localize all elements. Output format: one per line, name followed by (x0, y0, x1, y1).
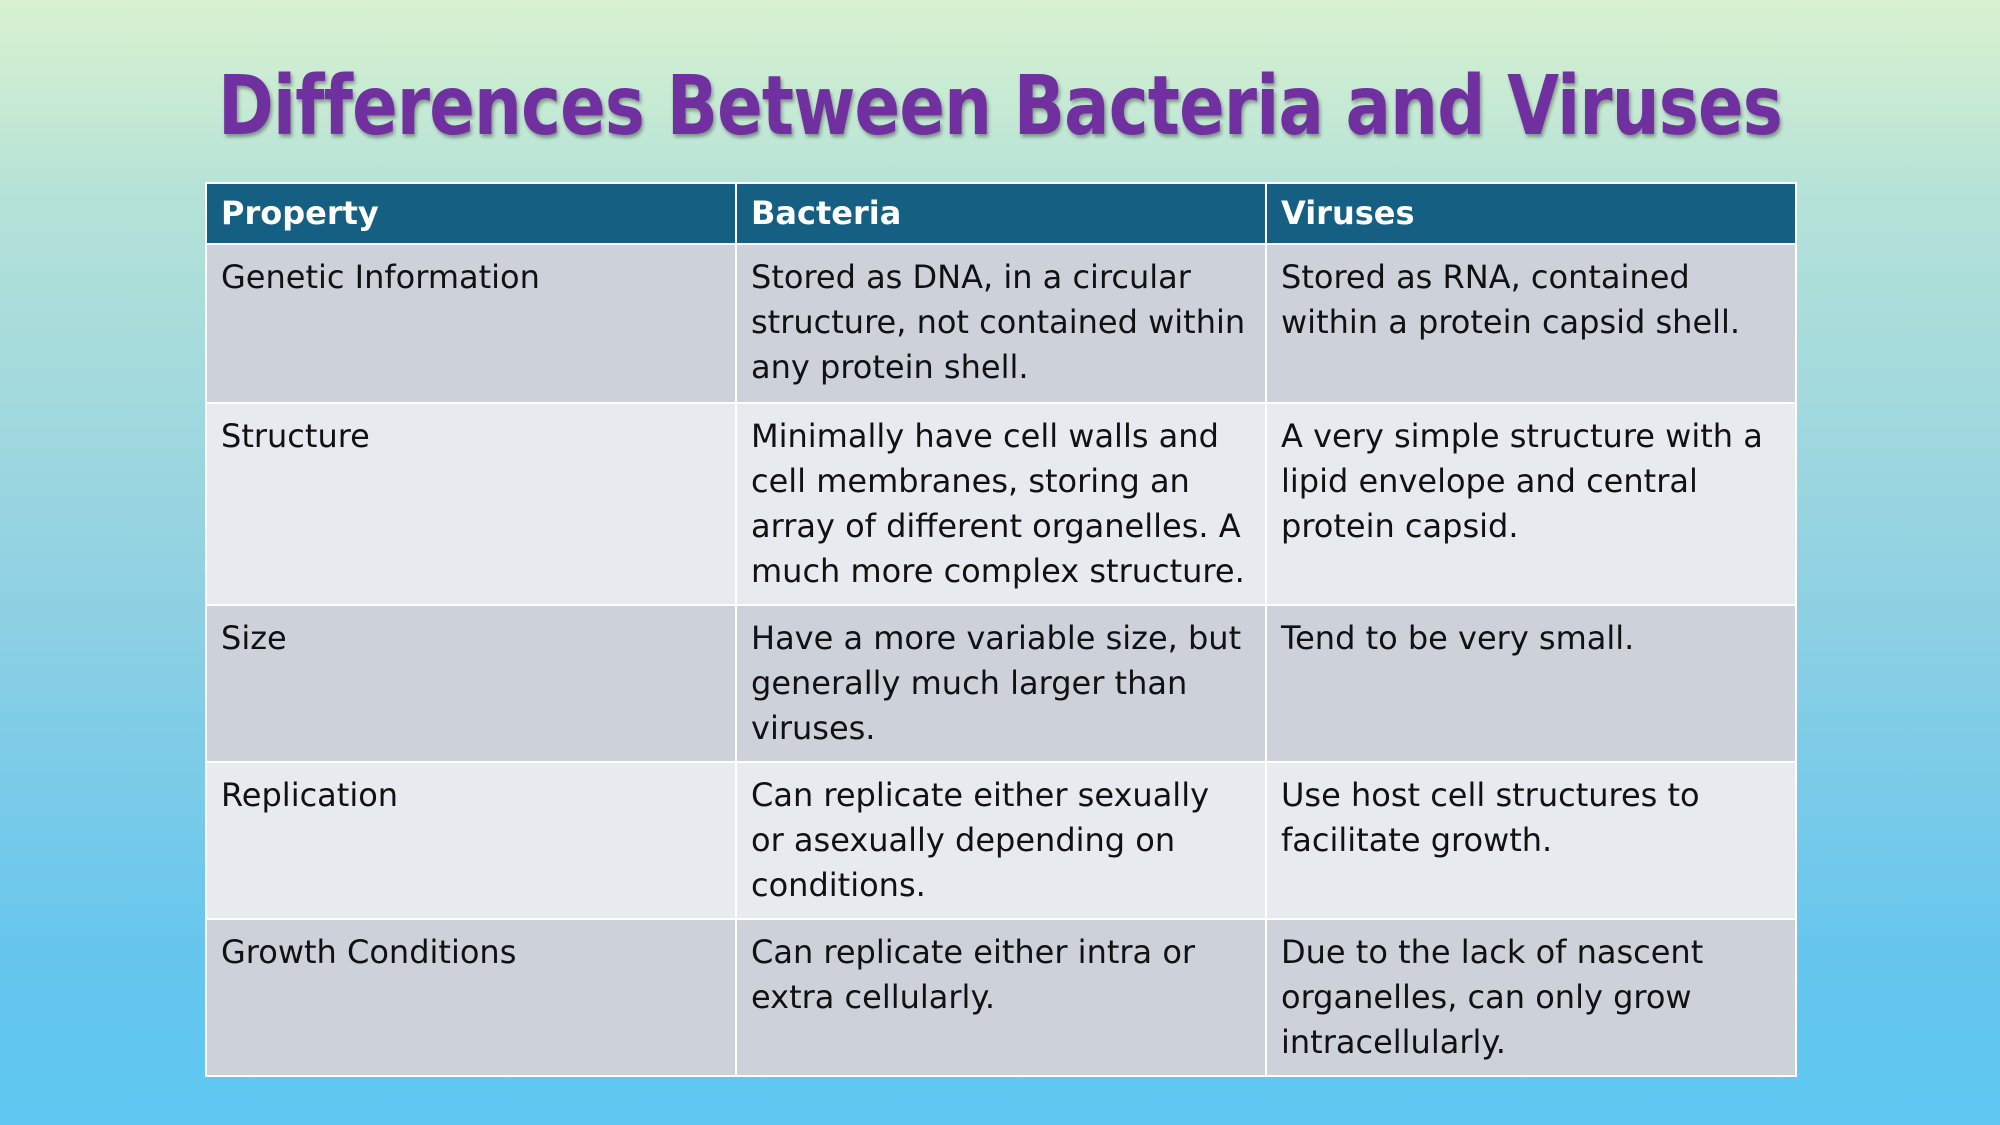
header-viruses: Viruses (1265, 182, 1797, 245)
property-cell: Growth Conditions (205, 918, 737, 1077)
bacteria-cell: Can replicate either sexually or asexual… (735, 761, 1267, 920)
table-row: Replication Can replicate either sexuall… (205, 761, 1797, 920)
viruses-cell: Tend to be very small. (1265, 604, 1797, 763)
bacteria-cell: Minimally have cell walls and cell membr… (735, 402, 1267, 606)
viruses-cell: A very simple structure with a lipid env… (1265, 402, 1797, 606)
comparison-table: Property Bacteria Viruses Genetic Inform… (205, 182, 1797, 1077)
bacteria-cell: Stored as DNA, in a circular structure, … (735, 243, 1267, 404)
header-bacteria: Bacteria (735, 182, 1267, 245)
property-cell: Replication (205, 761, 737, 920)
slide-title: Differences Between Bacteria and Viruses (218, 59, 1783, 154)
property-cell: Genetic Information (205, 243, 737, 404)
header-property: Property (205, 182, 737, 245)
viruses-cell: Use host cell structures to facilitate g… (1265, 761, 1797, 920)
property-cell: Structure (205, 402, 737, 606)
table-header-row: Property Bacteria Viruses (205, 182, 1797, 245)
table-row: Size Have a more variable size, but gene… (205, 604, 1797, 763)
bacteria-cell: Have a more variable size, but generally… (735, 604, 1267, 763)
table-row: Genetic Information Stored as DNA, in a … (205, 243, 1797, 404)
table-row: Growth Conditions Can replicate either i… (205, 918, 1797, 1077)
table-row: Structure Minimally have cell walls and … (205, 402, 1797, 606)
bacteria-cell: Can replicate either intra or extra cell… (735, 918, 1267, 1077)
viruses-cell: Stored as RNA, contained within a protei… (1265, 243, 1797, 404)
property-cell: Size (205, 604, 737, 763)
viruses-cell: Due to the lack of nascent organelles, c… (1265, 918, 1797, 1077)
